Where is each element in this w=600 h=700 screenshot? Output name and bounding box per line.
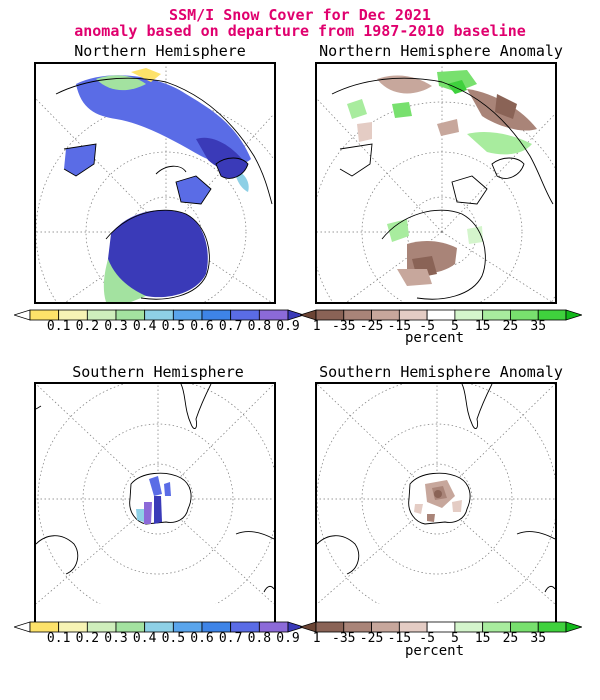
anomaly-colorbar-tick-label: 15 (474, 631, 491, 646)
cover-colorbar-tick-label: 0.1 (46, 319, 71, 334)
cover-colorbar-tick-label: 0.1 (46, 631, 71, 646)
anomaly-colorbar-tick-label: -25 (359, 631, 384, 646)
anomaly-colorbar-top (300, 309, 582, 321)
anomaly-colorbar-tick-label: 15 (474, 319, 491, 334)
figure-subtitle: anomaly based on departure from 1987-201… (74, 22, 526, 40)
cover-colorbar-tick-label: 0.9 (276, 631, 300, 646)
anomaly-colorbar-bottom-labels: -35 -25 -15 -5 5 15 25 35 (300, 631, 582, 647)
cover-colorbar-tick-label: 0.6 (190, 319, 214, 334)
anomaly-colorbar-tick-label: 5 (450, 319, 459, 334)
nh-anomaly-title: Northern Hemisphere Anomaly (319, 42, 563, 60)
cover-colorbar-tick-label: 0.5 (161, 631, 186, 646)
cover-colorbar-tick-label: 0.9 (276, 319, 300, 334)
nh-anomaly-map (315, 62, 557, 304)
anomaly-colorbar-tick-label: -25 (359, 319, 384, 334)
anomaly-colorbar-tick-label: 25 (502, 319, 519, 334)
nh-cover-map (34, 62, 276, 304)
anomaly-colorbar-tick-label: -35 (332, 631, 356, 646)
cover-colorbar-tick-label: 0.5 (161, 319, 186, 334)
anomaly-colorbar-swatch (565, 309, 582, 321)
sh-anomaly-title: Southern Hemisphere Anomaly (319, 363, 563, 381)
sh-cover-map (34, 382, 276, 624)
anomaly-colorbar-tick-label: -15 (387, 319, 412, 334)
cover-colorbar-tick-label: 0.3 (104, 319, 128, 334)
anomaly-colorbar-tick-label: -35 (332, 319, 356, 334)
cover-colorbar-top (14, 309, 304, 321)
cover-colorbar-tick-label: 0.2 (75, 319, 100, 334)
cover-colorbar-tick-label: 1 (312, 319, 321, 334)
anomaly-unit-label-bottom: percent (405, 643, 465, 659)
cover-colorbar-tick-label: 0.8 (247, 631, 272, 646)
cover-colorbar-bottom (14, 621, 304, 633)
anomaly-colorbar-tick-label: -5 (419, 319, 435, 334)
figure-title: SSM/I Snow Cover for Dec 2021 (169, 6, 431, 24)
cover-colorbar-swatch (287, 621, 304, 633)
nh-cover-title: Northern Hemisphere (74, 42, 246, 60)
anomaly-colorbar-tick-label: -5 (419, 631, 435, 646)
sh-cover-title: Southern Hemisphere (72, 363, 244, 381)
anomaly-colorbar-tick-label: 5 (450, 631, 459, 646)
cover-colorbar-tick-label: 0.3 (104, 631, 128, 646)
anomaly-colorbar-bottom (300, 621, 582, 633)
cover-colorbar-bottom-labels: 0.1 0.2 0.3 0.4 0.5 0.6 0.7 0.8 0.9 1 (14, 631, 321, 647)
cover-colorbar-tick-label: 1 (312, 631, 321, 646)
cover-colorbar-swatch (287, 309, 304, 321)
anomaly-colorbar-top-labels: -35 -25 -15 -5 5 15 25 35 (300, 319, 582, 335)
cover-colorbar-tick-label: 0.6 (190, 631, 214, 646)
cover-colorbar-tick-label: 0.4 (132, 631, 157, 646)
anomaly-colorbar-swatch (565, 621, 582, 633)
anomaly-colorbar-tick-label: 35 (530, 631, 547, 646)
anomaly-colorbar-tick-label: -15 (387, 631, 412, 646)
sh-anomaly-map (315, 382, 557, 624)
cover-colorbar-tick-label: 0.8 (247, 319, 272, 334)
cover-colorbar-tick-label: 0.4 (132, 319, 157, 334)
cover-colorbar-tick-label: 0.2 (75, 631, 100, 646)
anomaly-colorbar-tick-label: 25 (502, 631, 519, 646)
cover-colorbar-tick-label: 0.7 (218, 631, 243, 646)
anomaly-unit-label-top: percent (405, 330, 465, 346)
cover-colorbar-tick-label: 0.7 (218, 319, 243, 334)
cover-colorbar-top-labels: 0.1 0.2 0.3 0.4 0.5 0.6 0.7 0.8 0.9 1 (14, 319, 321, 335)
anomaly-colorbar-tick-label: 35 (530, 319, 547, 334)
